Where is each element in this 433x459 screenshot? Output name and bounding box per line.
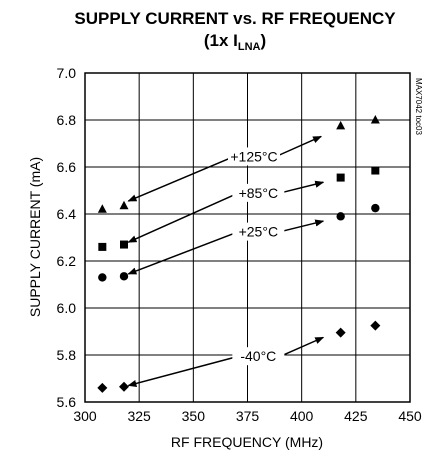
x-tick-label: 325 [127,408,151,424]
y-axis-label: SUPPLY CURRENT (mA) [27,157,43,317]
annotation-bg [228,147,280,166]
square-point [336,173,345,182]
annotation-arrow [282,336,325,357]
annotation-label: +85°C [239,185,278,201]
annotation-arrow [127,194,235,243]
annotation-bg [232,222,285,241]
y-tick-label: 6.0 [57,300,77,316]
x-tick-label: 350 [182,408,206,424]
x-axis-label: RF FREQUENCY (MHz) [171,434,323,450]
square-point [98,242,107,251]
diamond-point [119,381,129,392]
x-tick-label: 400 [290,408,314,424]
data-points [97,115,381,393]
diamond-point [335,327,346,338]
annotation-label: -40°C [240,348,276,364]
annotation-arrow [277,135,322,157]
y-tick-label: 7.0 [57,65,77,81]
x-tick-label: 300 [73,408,97,424]
y-tick-label: 6.8 [57,112,77,128]
y-tick-label: 5.8 [57,347,77,363]
annotation-arrow [282,219,325,232]
y-tick-label: 6.4 [57,206,77,222]
chart-subtitle: (1x ILNA) [204,31,266,53]
square-point [120,240,128,249]
diamond-point [97,382,108,393]
annotation-bg [232,347,285,366]
square-point [371,166,380,175]
y-tick-label: 6.2 [57,253,77,269]
subtitle-subscript: LNA [238,41,261,53]
plot-frame [84,72,411,403]
y-tick-label: 6.6 [57,159,77,175]
triangle-point [370,115,380,124]
annotation-arrow [127,157,231,202]
annotation-arrow [127,356,235,387]
diamond-point [370,320,381,331]
subtitle-suffix: ) [260,31,266,50]
x-tick-label: 450 [398,408,422,424]
chart-title: SUPPLY CURRENT vs. RF FREQUENCY [74,9,396,28]
annotation-label: +25°C [239,224,278,240]
circle-point [98,273,107,282]
y-tick-label: 5.6 [57,394,77,410]
circle-point [371,203,380,213]
subtitle-prefix: (1x I [204,31,238,50]
x-tick-label: 425 [344,408,368,424]
triangle-point [336,120,346,130]
tick-labels: 300 325 350 375 400 425 450 5.6 5.8 6.0 6.2 6.4 6.6 6… [57,65,422,424]
part-number-label: MAX7042 toc03 [414,78,423,135]
annotation-arrow [282,180,325,194]
circle-point [336,212,345,221]
annotation-label: +125°C [230,148,277,164]
annotation-arrow [127,232,235,275]
circle-point [119,272,129,281]
annotation-bg [232,183,285,202]
triangle-point [97,204,107,213]
x-tick-label: 375 [236,408,260,424]
annotations: +125°C +85°C +25°C -40°C [127,135,325,387]
triangle-point [119,200,129,210]
